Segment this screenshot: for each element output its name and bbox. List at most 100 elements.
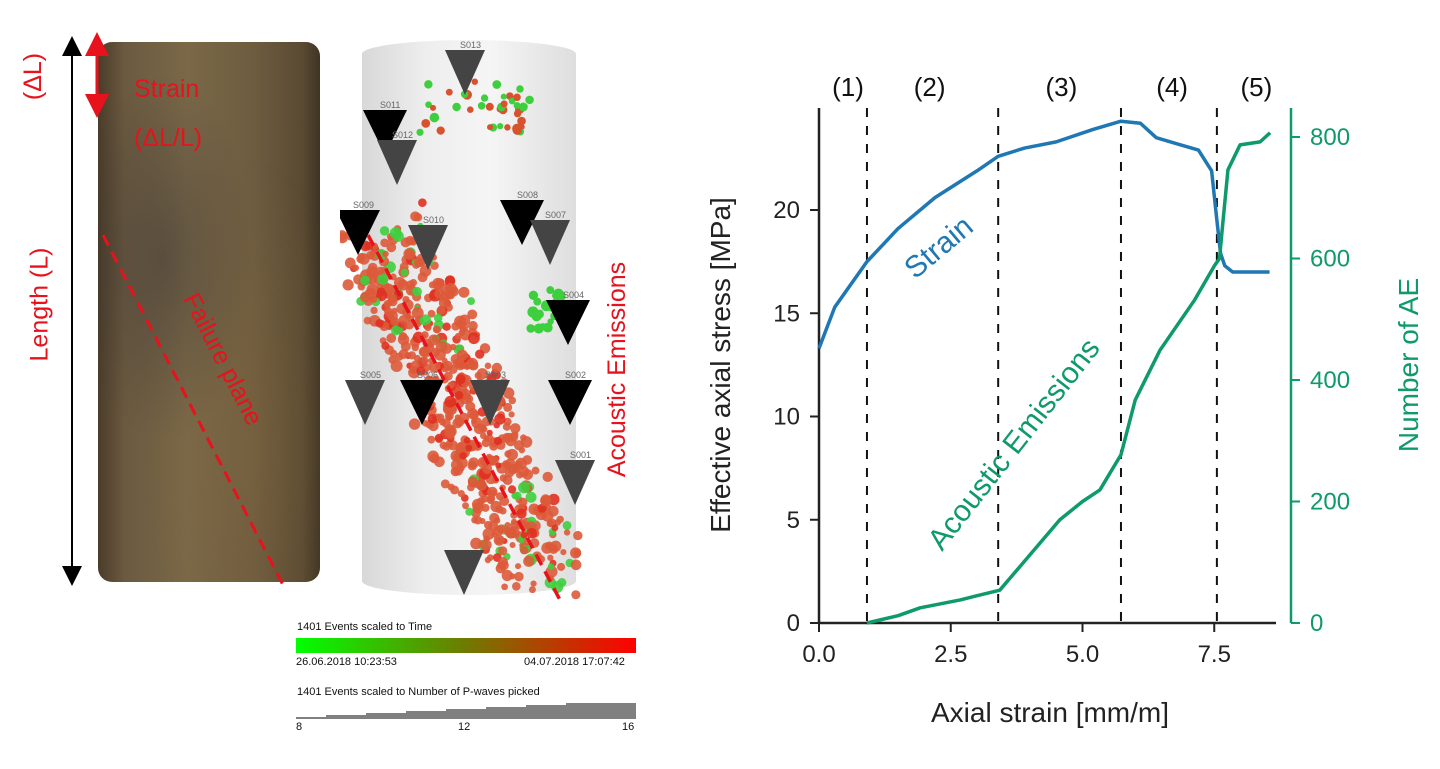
ae-event: [465, 507, 474, 516]
ae-event: [387, 310, 398, 322]
ae-event: [485, 102, 494, 111]
ae-series-label: Acoustic Emissions: [922, 332, 1107, 556]
ae-event: [460, 90, 469, 98]
sensor-icon: [400, 380, 444, 425]
rock-core-photo: [98, 42, 320, 582]
ae-event: [556, 515, 564, 524]
y-tick-label: 15: [773, 300, 800, 327]
ae-event: [467, 320, 478, 331]
ae-event: [498, 560, 509, 571]
ae-event: [459, 326, 467, 333]
ae-event: [403, 248, 416, 260]
y-tick-label: 0: [787, 610, 800, 637]
failure-plane-line: [101, 234, 285, 586]
ae-event: [511, 431, 519, 438]
ae-event: [439, 441, 448, 450]
ae-event: [560, 549, 567, 556]
ae-event: [475, 349, 485, 359]
x-tick-label: 2.5: [934, 641, 967, 668]
sensor-label: S002: [565, 370, 586, 380]
ae-event: [370, 306, 378, 315]
ae-event: [467, 332, 480, 345]
x-tick-label: 5.0: [1066, 641, 1099, 668]
ae-event: [413, 257, 424, 268]
ae-event: [407, 351, 417, 360]
sensor-icon: [340, 210, 380, 255]
ae-event: [481, 503, 490, 512]
ae-event: [429, 112, 440, 123]
ae-event: [467, 309, 478, 320]
ae-event: [376, 266, 385, 275]
ae-event: [546, 519, 554, 528]
ae-event: [386, 333, 397, 344]
ae-event: [455, 374, 466, 385]
ae-event: [422, 419, 429, 427]
ae-event: [444, 395, 457, 408]
ae-event: [421, 356, 429, 365]
ae-event: [436, 126, 445, 135]
ae-event: [501, 569, 513, 582]
sensor-label: S010: [423, 215, 444, 225]
ae-event: [520, 436, 533, 448]
ae-event: [433, 313, 443, 323]
sensor-label: S005: [360, 370, 381, 380]
ae-event: [502, 475, 513, 486]
ae-event: [416, 128, 424, 136]
ae-event: [516, 508, 527, 519]
ae-event: [520, 531, 528, 539]
ae-event: [484, 362, 492, 370]
ae-event: [442, 322, 451, 331]
ae-event: [563, 529, 571, 536]
ae-event: [479, 432, 487, 440]
legend-pwaves-tick-max: 16: [622, 721, 635, 733]
stage-label: (1): [832, 72, 864, 102]
legend-time-start: 26.06.2018 10:23:53: [296, 656, 397, 668]
ae-event: [400, 237, 411, 248]
x-axis-label: Axial strain [mm/m]: [931, 697, 1169, 728]
ae-event: [542, 471, 553, 483]
ae-event: [486, 429, 493, 436]
ae-event: [507, 485, 517, 494]
ae-event: [450, 405, 457, 413]
ae-event: [471, 498, 484, 511]
ae-event-cloud: S013 S011 S012 S009 S010 S008 S007 S004 S005 S006…: [340, 40, 595, 601]
ae-event: [525, 95, 534, 105]
sensor-label: S007: [545, 210, 566, 220]
ae-event: [452, 102, 461, 112]
ae-event: [467, 476, 478, 486]
ae-event: [504, 522, 511, 529]
ae-event: [510, 518, 518, 525]
ae-event: [344, 257, 356, 269]
ae-event: [511, 492, 519, 500]
sensor-icon: [500, 200, 544, 245]
ae-event: [476, 368, 488, 380]
ae-event: [400, 268, 409, 277]
ae-event: [513, 109, 522, 118]
ae-event: [549, 543, 556, 550]
ae-event: [446, 414, 453, 421]
ae-event: [513, 93, 521, 102]
ae-event: [455, 360, 466, 371]
ae-event: [483, 520, 493, 530]
sensor-icon: [470, 380, 510, 425]
ae-event: [445, 282, 458, 295]
ae-event: [411, 343, 420, 352]
legend-time-end: 04.07.2018 17:07:42: [524, 656, 625, 668]
ae-event: [491, 362, 503, 374]
core-annotations: [62, 32, 285, 586]
ae-event: [489, 512, 500, 524]
ae-event: [427, 309, 436, 318]
ae-event: [495, 505, 504, 514]
ae-series-line: [866, 131, 1272, 625]
ae-event: [502, 387, 515, 399]
ae-event: [449, 343, 457, 351]
ae-event: [573, 549, 582, 558]
ae-event: [509, 542, 516, 549]
ae-event: [490, 489, 497, 497]
ae-event: [500, 93, 507, 100]
sensor-icon: [546, 300, 590, 345]
ae-event: [471, 78, 479, 85]
ae-event: [386, 242, 397, 253]
ae-event: [441, 357, 448, 364]
